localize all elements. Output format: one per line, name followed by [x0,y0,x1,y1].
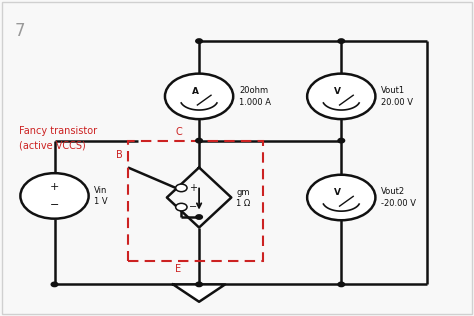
Text: −: − [50,200,59,210]
Circle shape [196,138,202,143]
Circle shape [196,215,202,219]
Circle shape [307,175,375,220]
Text: 20.00 V: 20.00 V [381,98,413,107]
Text: −: − [190,202,198,212]
Circle shape [196,282,202,287]
Text: V: V [334,188,341,197]
Text: C: C [175,127,182,137]
Text: +: + [50,182,59,192]
Circle shape [338,138,345,143]
Circle shape [51,282,58,287]
Text: B: B [117,149,123,160]
Text: Fancy transistor
(active VCCS): Fancy transistor (active VCCS) [19,126,97,150]
Text: E: E [175,264,182,274]
Text: V: V [334,87,341,96]
Text: 7: 7 [14,22,25,40]
Circle shape [176,184,187,192]
Text: 1 V: 1 V [94,197,108,206]
Circle shape [165,74,233,119]
Circle shape [338,39,345,43]
Text: gm: gm [236,189,249,198]
Text: +: + [190,183,197,193]
Text: A: A [191,87,199,96]
Circle shape [20,173,89,219]
Text: -20.00 V: -20.00 V [381,199,416,208]
Circle shape [338,282,345,287]
Text: 1 Ω: 1 Ω [236,199,250,208]
Text: Vin: Vin [94,186,108,195]
Text: Vout2: Vout2 [381,187,405,196]
Text: Vout1: Vout1 [381,86,405,94]
Text: 20ohm: 20ohm [239,86,268,94]
Text: 1.000 A: 1.000 A [239,98,271,107]
Circle shape [176,203,187,211]
Circle shape [307,74,375,119]
Circle shape [196,39,202,43]
Polygon shape [173,284,225,302]
